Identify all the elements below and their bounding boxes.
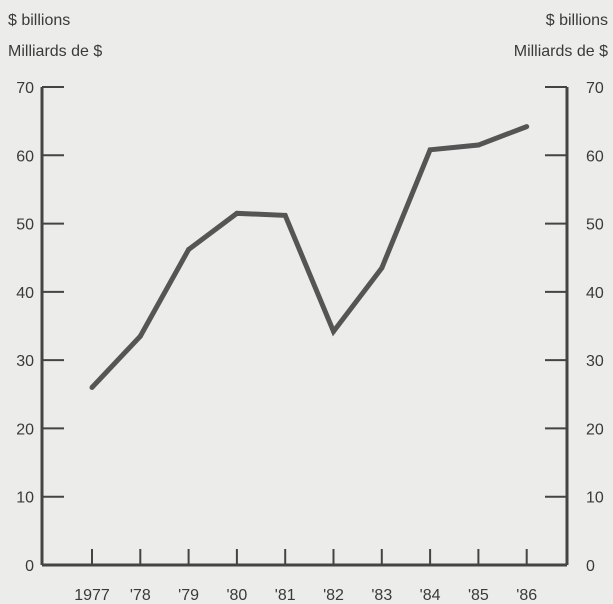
data-point	[282, 212, 288, 218]
x-tick-label: '85	[468, 587, 489, 604]
x-tick-label: '86	[516, 587, 537, 604]
right-unit-labels: $ billions Milliards de $	[514, 12, 608, 60]
left-y-tick-label: 50	[16, 217, 34, 234]
left-unit-label-fr: Milliards de $	[8, 43, 102, 60]
data-point	[524, 124, 530, 130]
series-group	[89, 124, 530, 390]
right-y-tick-label: 60	[586, 148, 604, 165]
x-tick-label: '79	[178, 587, 199, 604]
right-y-tick-label: 10	[586, 490, 604, 507]
right-y-tick-label: 70	[586, 80, 604, 97]
x-tick-label: '82	[323, 587, 344, 604]
x-tick-label: 1977	[74, 587, 110, 604]
x-tick-label: '78	[130, 587, 151, 604]
left-y-tick-label: 40	[16, 285, 34, 302]
data-point	[331, 328, 336, 334]
data-point	[89, 384, 95, 390]
x-tick-label: '80	[226, 587, 247, 604]
data-point	[234, 210, 240, 216]
series-line	[90, 124, 528, 390]
data-point	[427, 147, 433, 153]
left-unit-labels: $ billions Milliards de $	[8, 12, 102, 60]
x-ticks: 1977 '78 '79 '80 '81 '82 '83 '84 '85 '86	[74, 549, 537, 604]
left-y-tick-label: 30	[16, 353, 34, 370]
right-unit-label-en: $ billions	[546, 12, 608, 29]
x-tick-label: '81	[275, 587, 296, 604]
right-y-ticks: 0 10 20 30 40 50 60 70	[545, 80, 604, 575]
right-y-tick-label: 40	[586, 285, 604, 302]
right-unit-label-fr: Milliards de $	[514, 43, 608, 60]
data-point	[137, 333, 143, 339]
right-y-tick-label: 20	[586, 421, 604, 438]
left-y-tick-label: 10	[16, 490, 34, 507]
data-point	[186, 247, 192, 253]
left-y-tick-label: 0	[25, 558, 34, 575]
left-y-tick-label: 20	[16, 421, 34, 438]
left-unit-label-en: $ billions	[8, 12, 70, 29]
left-y-ticks: 0 10 20 30 40 50 60 70	[16, 80, 64, 575]
data-point	[475, 142, 481, 148]
right-y-tick-label: 30	[586, 353, 604, 370]
x-tick-label: '83	[371, 587, 392, 604]
data-point	[379, 265, 385, 271]
right-y-tick-label: 50	[586, 217, 604, 234]
right-y-tick-label: 0	[586, 558, 595, 575]
left-y-tick-label: 60	[16, 148, 34, 165]
x-tick-label: '84	[420, 587, 441, 604]
left-y-tick-label: 70	[16, 80, 34, 97]
axes	[40, 87, 569, 567]
